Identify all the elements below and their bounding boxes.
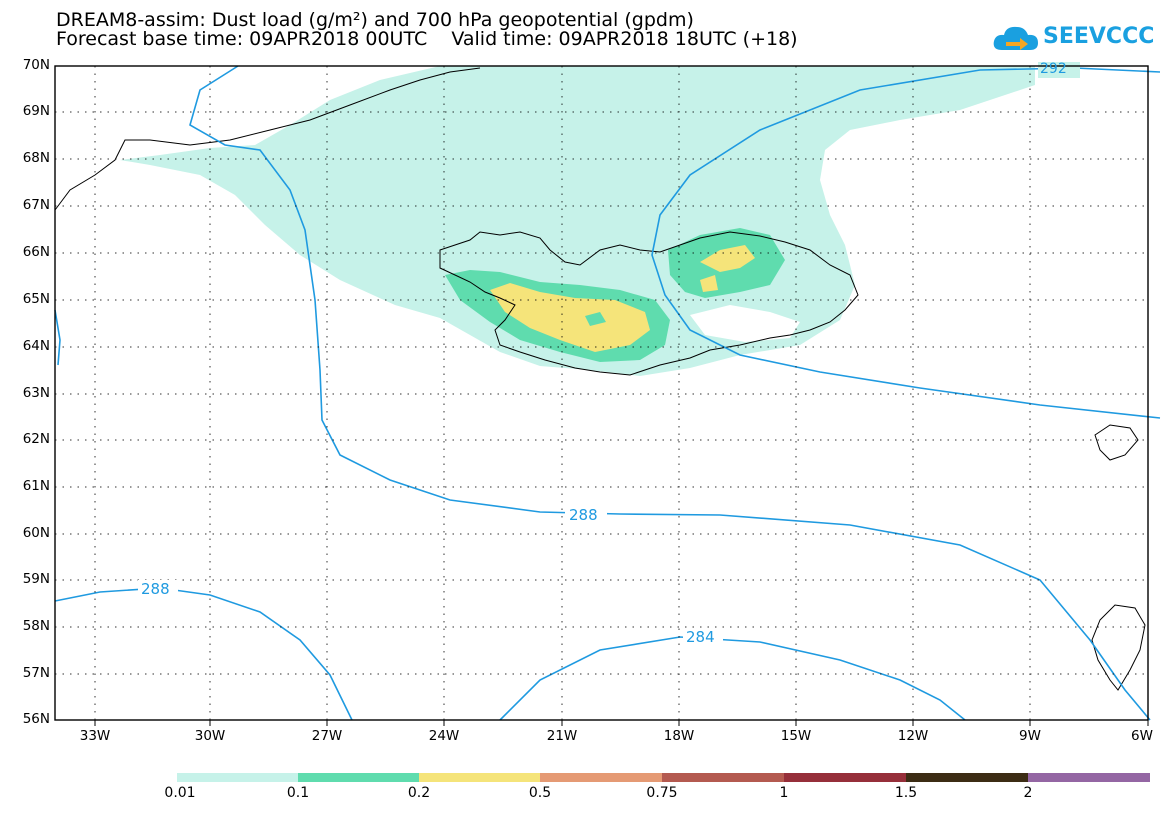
- colorbar-label: 0.75: [646, 785, 678, 801]
- dust-area-high-ne2: [700, 275, 718, 292]
- lat-label: 60N: [22, 525, 50, 541]
- colorbar-swatch-7: [906, 773, 1028, 782]
- lat-label: 67N: [22, 197, 50, 213]
- dust-area-high-ne: [700, 245, 755, 272]
- coast-greenland: [54, 67, 481, 211]
- colorbar-label: 0.2: [407, 785, 431, 801]
- lat-label: 57N: [22, 665, 50, 681]
- lat-label: 61N: [22, 478, 50, 494]
- contour-label-288-b: 288: [141, 580, 170, 598]
- contour-label-284: 284: [686, 628, 715, 646]
- contour-284: [499, 636, 966, 721]
- lat-label: 58N: [22, 618, 50, 634]
- lon-label: 18W: [663, 728, 695, 744]
- logo-text: SEEVCCC: [1043, 24, 1155, 49]
- colorbar-label: 0.1: [286, 785, 310, 801]
- contour-292: [651, 67, 1161, 419]
- lon-label: 15W: [780, 728, 812, 744]
- geopotential-contours: [54, 65, 1161, 721]
- lat-label: 64N: [22, 338, 50, 354]
- contour-288-lower: [54, 587, 353, 721]
- colorbar-label: 0.5: [528, 785, 552, 801]
- lon-label: 24W: [428, 728, 460, 744]
- contour-288-upper: [189, 65, 1151, 721]
- map-frame: [54, 65, 1149, 721]
- colorbar-label: 2: [1023, 785, 1033, 801]
- lon-label: 27W: [311, 728, 343, 744]
- lat-label: 63N: [22, 385, 50, 401]
- lat-label: 62N: [22, 431, 50, 447]
- lon-label: 21W: [546, 728, 578, 744]
- lon-label: 33W: [79, 728, 111, 744]
- coast-scotland: [1091, 604, 1146, 691]
- lat-label: 56N: [22, 711, 50, 727]
- colorbar-swatch-6: [784, 773, 906, 782]
- lon-label: 9W: [1019, 728, 1041, 744]
- colorbar-swatch-3: [419, 773, 540, 782]
- colorbar-swatch-4: [540, 773, 662, 782]
- lat-label: 68N: [22, 150, 50, 166]
- colorbar-label: 0.01: [164, 785, 196, 801]
- lat-label: 65N: [22, 291, 50, 307]
- dust-gap: [690, 305, 800, 342]
- lat-label: 66N: [22, 244, 50, 260]
- lat-label: 59N: [22, 571, 50, 587]
- contour-label-288-a: 288: [569, 506, 598, 524]
- lon-label: 6W: [1131, 728, 1153, 744]
- colorbar-label: 1.5: [894, 785, 918, 801]
- dust-spot: [585, 312, 606, 326]
- coastlines: [54, 67, 1146, 691]
- dust-area-low: [120, 66, 1035, 376]
- colorbar-swatch-8: [1028, 773, 1150, 782]
- cloud-arrow-icon: [993, 26, 1038, 50]
- coast-faroe: [1094, 424, 1139, 461]
- coast-iceland: [439, 231, 859, 376]
- lon-label: 12W: [897, 728, 929, 744]
- colorbar-swatch-5: [662, 773, 784, 782]
- map-title: DREAM8-assim: Dust load (g/m²) and 700 h…: [56, 9, 694, 31]
- colorbar: [177, 773, 1150, 782]
- colorbar-swatch-2: [298, 773, 419, 782]
- colorbar-swatch-1: [177, 773, 298, 782]
- lon-label: 30W: [194, 728, 226, 744]
- lat-label: 70N: [22, 57, 50, 73]
- contour-edge-w: [54, 309, 61, 366]
- map-subtitle: Forecast base time: 09APR2018 00UTC Vali…: [56, 28, 798, 50]
- colorbar-label: 1: [779, 785, 789, 801]
- contour-label-292: 292: [1040, 61, 1067, 77]
- lat-label: 69N: [22, 103, 50, 119]
